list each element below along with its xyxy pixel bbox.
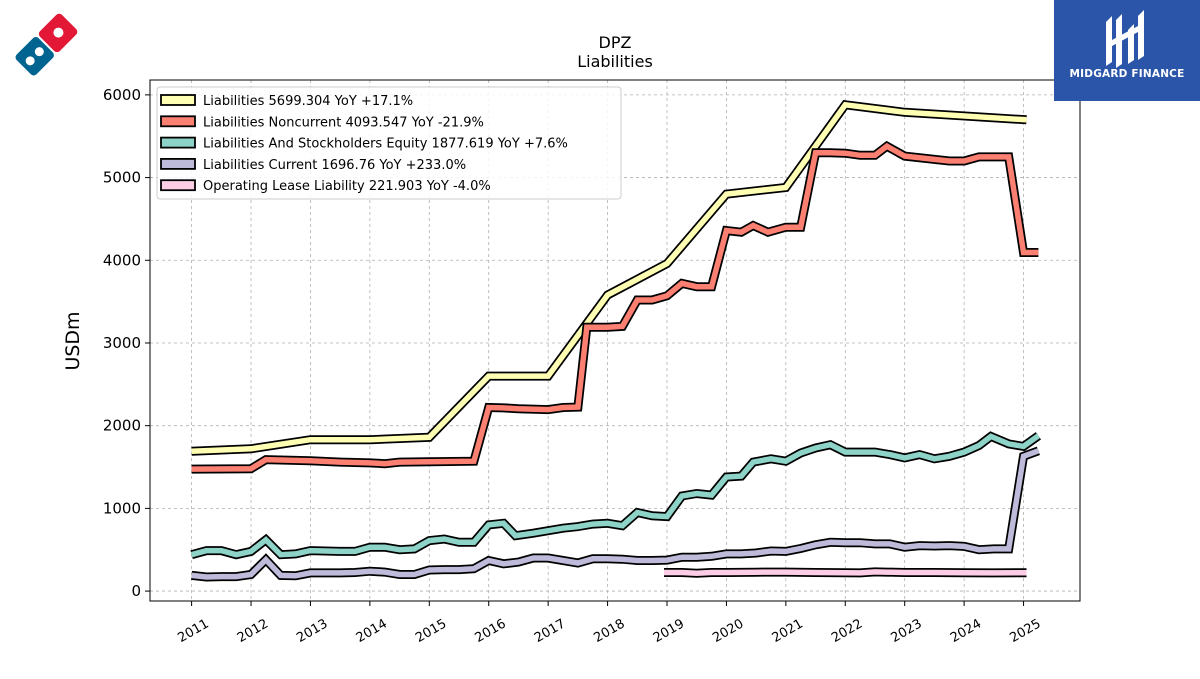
- x-tick-label: 2017: [532, 616, 568, 646]
- series-liabilities: [191, 100, 1027, 456]
- y-tick-label: 1000: [103, 499, 141, 517]
- series-liabilities-current: [191, 446, 1040, 582]
- series-line: [191, 101, 1027, 455]
- legend-swatch: [160, 94, 196, 106]
- x-tick-label: 2015: [413, 616, 449, 646]
- y-axis: 0 1000 2000 3000 4000 5000 6000: [103, 86, 150, 600]
- y-tick-label: 6000: [103, 86, 141, 104]
- legend-label: Operating Lease Liability 221.903 YoY -4…: [203, 179, 491, 194]
- x-tick-label: 2025: [1007, 616, 1043, 646]
- legend-swatch: [160, 115, 196, 128]
- x-tick-label: 2016: [473, 616, 509, 646]
- x-tick-label: 2011: [175, 616, 211, 646]
- series-liabilities-noncurrent: [191, 140, 1039, 474]
- legend-label: Liabilities 5699.304 YoY +17.1%: [203, 94, 413, 109]
- x-tick-label: 2014: [354, 616, 390, 646]
- y-tick-label: 4000: [103, 251, 141, 269]
- chart-subtitle: Liabilities: [577, 52, 653, 71]
- series-line: [664, 569, 1027, 577]
- dominos-logo-icon: [5, 6, 85, 86]
- chart-title: DPZ: [599, 33, 632, 52]
- series-line: [191, 448, 1040, 580]
- series-operating-lease-liability: [664, 567, 1027, 578]
- x-axis: 2011 2012 2013 2014 2015 2016 2017 2018 2019 2020…: [175, 601, 1044, 646]
- x-tick-label: 2019: [651, 616, 687, 646]
- series-liabilities-and-stockholders-equity: [190, 431, 1042, 560]
- y-tick-label: 3000: [103, 334, 141, 352]
- plot-frame: [149, 79, 1081, 602]
- x-tick-label: 2024: [948, 616, 984, 646]
- y-tick-label: 5000: [103, 169, 141, 187]
- midgard-mark-icon: [1106, 10, 1144, 68]
- legend-label: Liabilities Noncurrent 4093.547 YoY -21.…: [203, 115, 484, 130]
- series-line: [190, 433, 1040, 558]
- y-tick-label: 2000: [103, 417, 141, 435]
- legend-swatch: [160, 179, 196, 192]
- x-tick-label: 2020: [710, 616, 746, 646]
- x-tick-label: 2023: [889, 616, 925, 646]
- legend-label: Liabilities And Stockholders Equity 1877…: [203, 137, 568, 152]
- x-tick-label: 2022: [829, 616, 865, 646]
- x-tick-label: 2013: [294, 616, 330, 646]
- legend-box: [156, 86, 622, 200]
- series-line: [191, 142, 1039, 472]
- series-lines: [190, 100, 1042, 582]
- midgard-finance-logo: MIDGARD FINANCE: [1054, 0, 1200, 101]
- legend-swatch: [160, 136, 196, 149]
- y-axis-label: USDm: [62, 311, 84, 370]
- legend: Liabilities 5699.304 YoY +17.1% Liabiliti…: [156, 86, 622, 200]
- y-tick-label: 0: [131, 582, 141, 600]
- x-tick-label: 2018: [591, 616, 627, 646]
- legend-label: Liabilities Current 1696.76 YoY +233.0%: [203, 158, 466, 173]
- brand-name: MIDGARD FINANCE: [1069, 68, 1185, 80]
- x-tick-label: 2021: [770, 616, 806, 646]
- legend-swatch: [160, 157, 196, 170]
- x-tick-label: 2012: [235, 616, 271, 646]
